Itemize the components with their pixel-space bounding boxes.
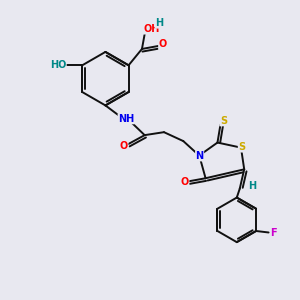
Text: F: F: [271, 228, 277, 238]
Text: O: O: [159, 40, 167, 50]
Text: S: S: [220, 116, 227, 126]
Text: H: H: [248, 181, 256, 191]
Text: H: H: [155, 18, 163, 28]
Text: NH: NH: [118, 114, 134, 124]
Text: N: N: [196, 151, 204, 161]
Text: HO: HO: [50, 60, 66, 70]
Text: S: S: [238, 142, 245, 152]
Text: O: O: [181, 177, 189, 187]
Text: OH: OH: [143, 24, 160, 34]
Text: O: O: [120, 140, 128, 151]
